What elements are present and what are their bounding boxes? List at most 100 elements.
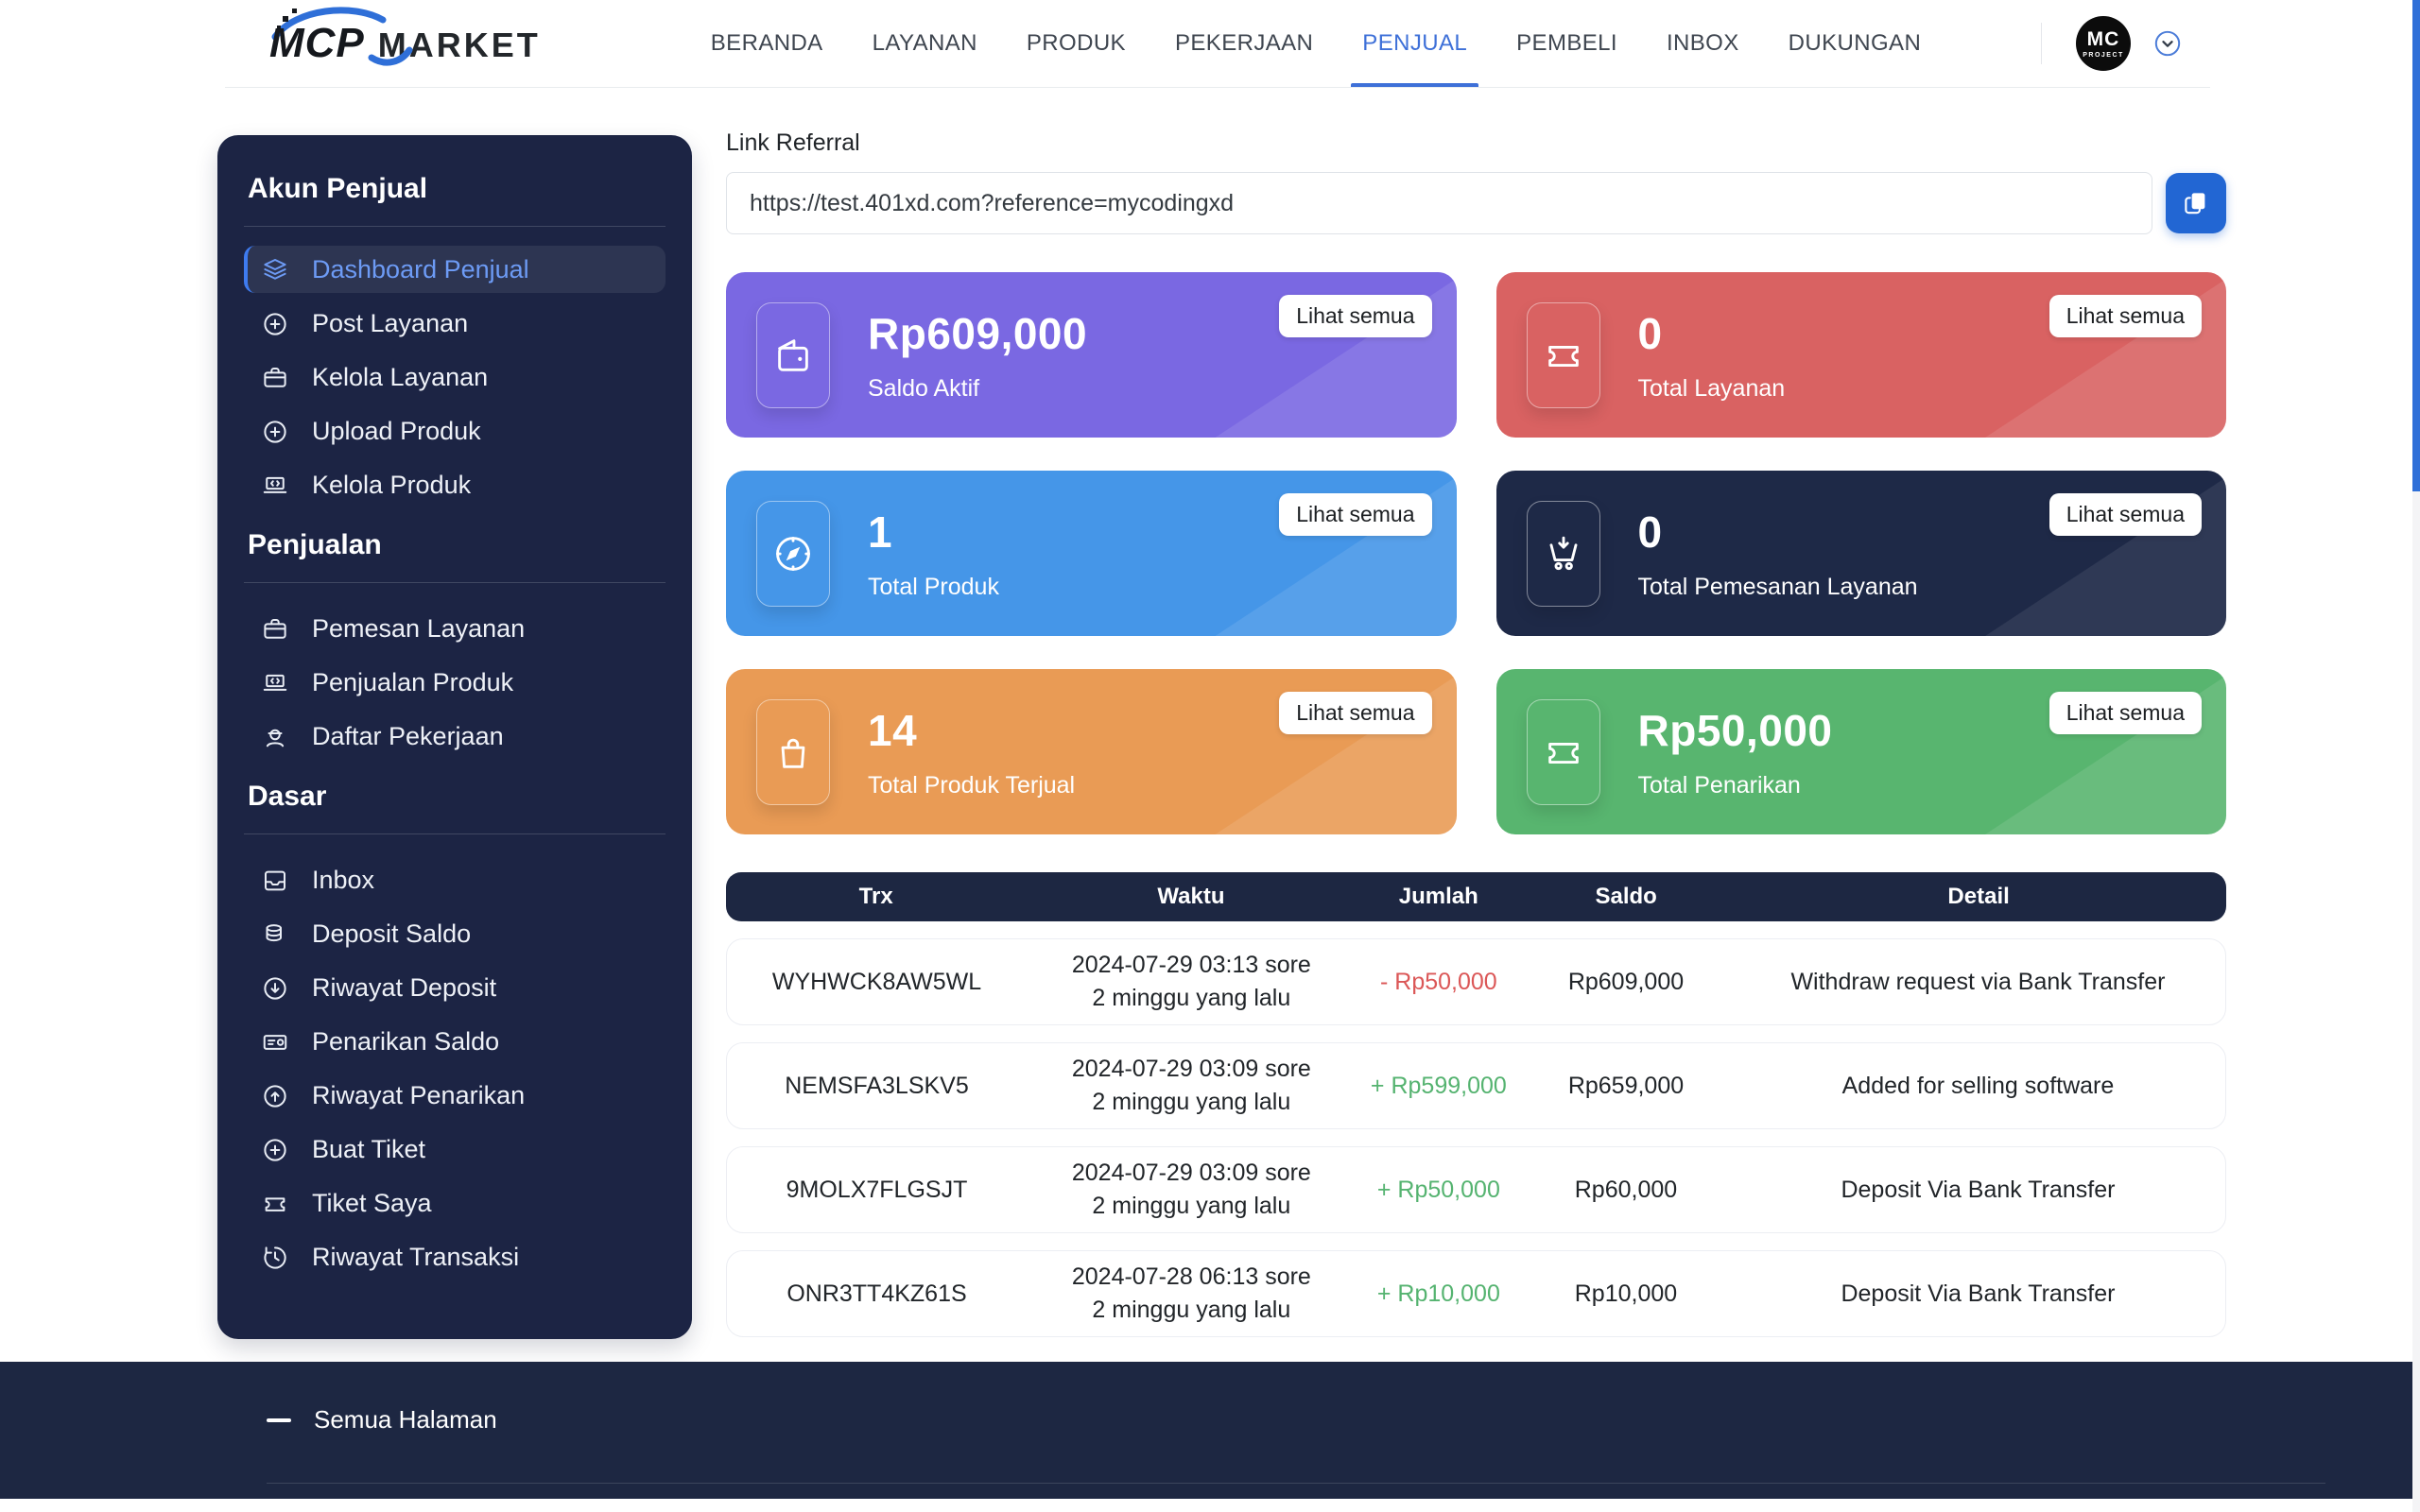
user-menu: MC PROJECT [2041, 16, 2184, 71]
nav-link-dukungan[interactable]: DUKUNGAN [1789, 0, 1922, 87]
sidebar-item-pemesan-layanan[interactable]: Pemesan Layanan [244, 602, 666, 656]
sidebar-item-label: Riwayat Transaksi [312, 1243, 519, 1272]
cell-trx: ONR3TT4KZ61S [727, 1280, 1027, 1308]
sidebar-list-akun: Dashboard Penjual Post Layanan Kelola La… [244, 246, 666, 512]
main-navigation: BERANDA LAYANAN PRODUK PEKERJAAN PENJUAL… [711, 0, 1921, 87]
sidebar-section-title: Penjualan [244, 529, 666, 561]
ticket-icon [1542, 730, 1585, 774]
coins-icon [261, 920, 289, 949]
nav-link-pembeli[interactable]: PEMBELI [1516, 0, 1617, 87]
nav-link-pekerjaan[interactable]: PEKERJAAN [1175, 0, 1313, 87]
lihat-semua-button[interactable]: Lihat semua [1279, 295, 1431, 337]
sidebar-item-kelola-layanan[interactable]: Kelola Layanan [244, 351, 666, 404]
card-total-produk: 1 Total Produk Lihat semua [726, 471, 1457, 636]
sidebar-divider [244, 582, 666, 583]
sidebar-section-title: Akun Penjual [244, 173, 666, 205]
seller-sidebar: Akun Penjual Dashboard Penjual Post Laya… [217, 135, 692, 1339]
nav-link-produk[interactable]: PRODUK [1027, 0, 1126, 87]
lihat-semua-button[interactable]: Lihat semua [2049, 692, 2202, 734]
table-header: Trx Waktu Jumlah Saldo Detail [726, 872, 2226, 921]
sidebar-item-penarikan-saldo[interactable]: Penarikan Saldo [244, 1015, 666, 1069]
nav-link-beranda[interactable]: BERANDA [711, 0, 823, 87]
card-total-pemesanan-layanan: 0 Total Pemesanan Layanan Lihat semua [1496, 471, 2227, 636]
sidebar-item-post-layanan[interactable]: Post Layanan [244, 297, 666, 351]
arrow-up-circle-icon [261, 1082, 289, 1110]
sidebar-item-penjualan-produk[interactable]: Penjualan Produk [244, 656, 666, 710]
sidebar-divider [244, 833, 666, 834]
lihat-semua-button[interactable]: Lihat semua [1279, 493, 1431, 536]
chevron-down-icon[interactable] [2152, 27, 2184, 60]
sidebar-item-label: Riwayat Penarikan [312, 1081, 525, 1110]
card-value: 14 [868, 705, 1075, 756]
dashboard-main: Link Referral Rp609,000 Saldo Aktif [726, 129, 2226, 1337]
copy-icon [2182, 189, 2210, 217]
card-label: Saldo Aktif [868, 375, 1087, 403]
transactions-table: Trx Waktu Jumlah Saldo Detail WYHWCK8AW5… [726, 872, 2226, 1337]
cell-jumlah: + Rp599,000 [1357, 1073, 1521, 1100]
sidebar-item-riwayat-deposit[interactable]: Riwayat Deposit [244, 961, 666, 1015]
clock-history-icon [261, 1244, 289, 1272]
ticket-icon [261, 1190, 289, 1218]
brand-logo[interactable]: MCP MARKET [269, 20, 541, 67]
avatar-text-top: MC [2087, 29, 2120, 49]
cell-detail: Deposit Via Bank Transfer [1731, 1280, 2225, 1308]
briefcase-icon [261, 364, 289, 392]
cart-arrow-down-icon [1542, 532, 1585, 576]
sidebar-item-label: Penjualan Produk [312, 668, 513, 697]
table-row: 9MOLX7FLGSJT 2024-07-29 03:09 sore 2 min… [726, 1146, 2226, 1233]
sidebar-item-kelola-produk[interactable]: Kelola Produk [244, 458, 666, 512]
nav-divider [2041, 23, 2042, 64]
dash-icon [267, 1418, 291, 1422]
sidebar-item-label: Buat Tiket [312, 1135, 425, 1164]
sidebar-item-label: Riwayat Deposit [312, 973, 496, 1003]
laptop-code-icon [261, 472, 289, 500]
card-value: 0 [1638, 507, 1918, 558]
cell-saldo: Rp10,000 [1521, 1280, 1731, 1308]
card-label: Total Layanan [1638, 375, 1786, 403]
sidebar-item-upload-produk[interactable]: Upload Produk [244, 404, 666, 458]
ticket-icon [1542, 334, 1585, 377]
nav-link-layanan[interactable]: LAYANAN [873, 0, 977, 87]
nav-link-inbox[interactable]: INBOX [1667, 0, 1739, 87]
sidebar-item-inbox[interactable]: Inbox [244, 853, 666, 907]
cell-trx: NEMSFA3LSKV5 [727, 1073, 1027, 1100]
cell-waktu: 2024-07-29 03:09 sore 2 minggu yang lalu [1027, 1053, 1357, 1119]
cell-waktu: 2024-07-29 03:09 sore 2 minggu yang lalu [1027, 1157, 1357, 1223]
copy-referral-button[interactable] [2166, 173, 2226, 233]
lihat-semua-button[interactable]: Lihat semua [1279, 692, 1431, 734]
table-row: NEMSFA3LSKV5 2024-07-29 03:09 sore 2 min… [726, 1042, 2226, 1129]
lihat-semua-button[interactable]: Lihat semua [2049, 295, 2202, 337]
card-saldo-aktif: Rp609,000 Saldo Aktif Lihat semua [726, 272, 1457, 438]
sidebar-section-title: Dasar [244, 781, 666, 813]
cell-saldo: Rp609,000 [1521, 969, 1731, 996]
sidebar-item-label: Post Layanan [312, 309, 468, 338]
cell-jumlah: + Rp10,000 [1357, 1280, 1521, 1308]
sidebar-item-label: Tiket Saya [312, 1189, 432, 1218]
sidebar-item-tiket-saya[interactable]: Tiket Saya [244, 1177, 666, 1230]
avatar-text-bottom: PROJECT [2083, 52, 2124, 59]
top-navbar: MCP MARKET BERANDA LAYANAN PRODUK PEKERJ… [0, 0, 2420, 87]
sidebar-item-deposit-saldo[interactable]: Deposit Saldo [244, 907, 666, 961]
plus-circle-icon [261, 418, 289, 446]
referral-link-input[interactable] [726, 172, 2152, 234]
sidebar-item-dashboard-penjual[interactable]: Dashboard Penjual [244, 246, 666, 293]
scrollbar-thumb[interactable] [2412, 0, 2420, 491]
sidebar-item-riwayat-transaksi[interactable]: Riwayat Transaksi [244, 1230, 666, 1284]
avatar[interactable]: MC PROJECT [2076, 16, 2131, 71]
footer-link-semua-halaman[interactable]: Semua Halaman [267, 1405, 497, 1435]
lihat-semua-button[interactable]: Lihat semua [2049, 493, 2202, 536]
card-value: Rp609,000 [868, 308, 1087, 359]
briefcase-icon [261, 615, 289, 644]
scrollbar-track[interactable] [2412, 0, 2420, 1512]
compass-icon [771, 532, 815, 576]
sidebar-item-buat-tiket[interactable]: Buat Tiket [244, 1123, 666, 1177]
sidebar-item-label: Upload Produk [312, 417, 481, 446]
inbox-icon [261, 867, 289, 895]
sidebar-item-riwayat-penarikan[interactable]: Riwayat Penarikan [244, 1069, 666, 1123]
card-total-penarikan: Rp50,000 Total Penarikan Lihat semua [1496, 669, 2227, 834]
nav-link-penjual[interactable]: PENJUAL [1362, 0, 1467, 87]
sidebar-item-daftar-pekerjaan[interactable]: Daftar Pekerjaan [244, 710, 666, 764]
col-header-jumlah: Jumlah [1357, 884, 1522, 910]
stat-cards-grid: Rp609,000 Saldo Aktif Lihat semua 0 Tota… [726, 272, 2226, 834]
card-total-produk-terjual: 14 Total Produk Terjual Lihat semua [726, 669, 1457, 834]
